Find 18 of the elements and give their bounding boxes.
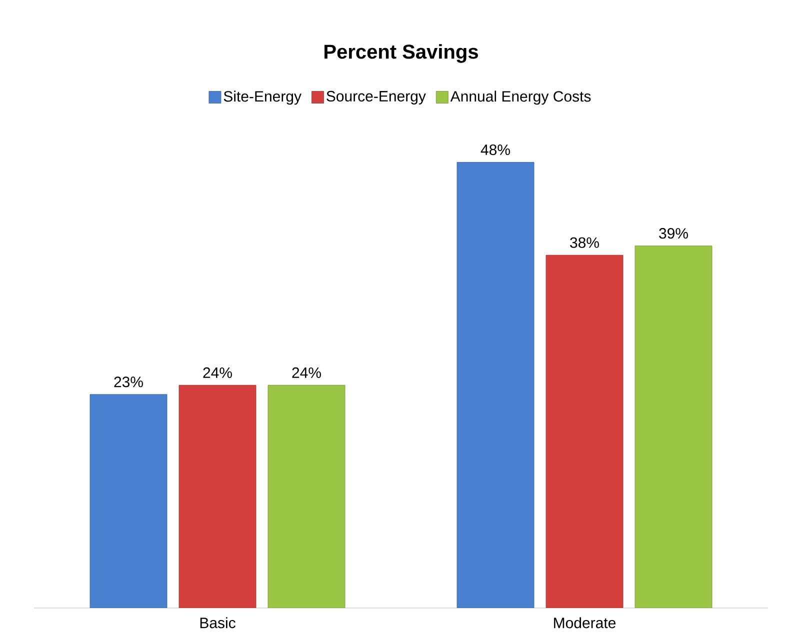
bar: [546, 254, 624, 608]
bar: [456, 162, 534, 608]
bar: [178, 384, 256, 608]
bar: [634, 246, 712, 608]
legend-label: Site-Energy: [224, 90, 302, 105]
legend-label: Annual Energy Costs: [450, 90, 591, 105]
data-label: 39%: [659, 228, 688, 239]
data-label: 24%: [292, 367, 321, 378]
data-label: 38%: [570, 237, 599, 248]
legend-label: Source-Energy: [326, 90, 426, 104]
bar: [268, 384, 346, 608]
data-label: 23%: [114, 376, 143, 388]
x-tick-label: Moderate: [554, 617, 616, 628]
data-label: 24%: [203, 367, 232, 378]
bar: [90, 394, 168, 608]
data-label: 48%: [480, 144, 510, 156]
chart-title: Percent Savings: [324, 44, 478, 63]
x-tick-label: Basic: [200, 617, 236, 628]
